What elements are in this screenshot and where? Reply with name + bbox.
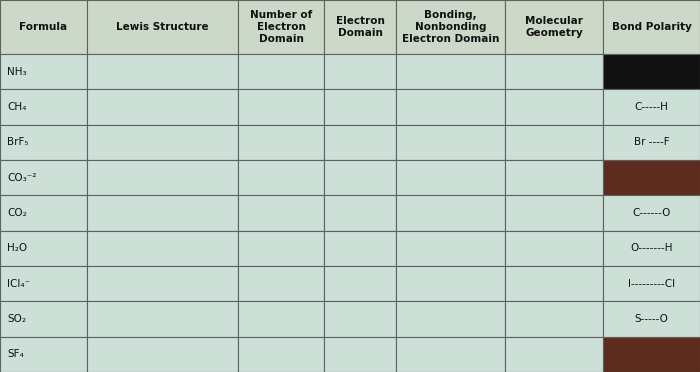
Text: SF₄: SF₄ — [7, 349, 24, 359]
Bar — [396, 337, 505, 372]
Bar — [87, 0, 237, 54]
Bar — [0, 231, 87, 266]
Bar — [324, 337, 396, 372]
Text: C------O: C------O — [633, 208, 671, 218]
Text: CH₄: CH₄ — [7, 102, 27, 112]
Bar — [603, 0, 700, 54]
Bar — [237, 0, 324, 54]
Bar — [0, 160, 87, 195]
Bar — [0, 54, 87, 89]
Bar — [505, 54, 603, 89]
Bar — [237, 337, 324, 372]
Text: S-----O: S-----O — [635, 314, 668, 324]
Bar — [237, 160, 324, 195]
Bar — [603, 231, 700, 266]
Text: CO₂: CO₂ — [7, 208, 27, 218]
Bar — [237, 195, 324, 231]
Bar — [87, 160, 237, 195]
Bar — [324, 301, 396, 337]
Bar — [0, 337, 87, 372]
Bar — [237, 89, 324, 125]
Bar — [603, 337, 700, 372]
Bar — [603, 301, 700, 337]
Text: NH₃: NH₃ — [7, 67, 27, 77]
Text: Bonding,
Nonbonding
Electron Domain: Bonding, Nonbonding Electron Domain — [402, 10, 499, 44]
Text: BrF₅: BrF₅ — [7, 137, 29, 147]
Bar — [505, 0, 603, 54]
Bar — [396, 266, 505, 301]
Bar — [603, 160, 700, 195]
Bar — [396, 195, 505, 231]
Bar — [237, 125, 324, 160]
Text: Br ----F: Br ----F — [634, 137, 669, 147]
Text: Bond Polarity: Bond Polarity — [612, 22, 692, 32]
Bar — [0, 266, 87, 301]
Bar — [87, 125, 237, 160]
Bar — [0, 125, 87, 160]
Bar — [324, 231, 396, 266]
Bar — [324, 89, 396, 125]
Bar — [324, 54, 396, 89]
Text: C-----H: C-----H — [635, 102, 668, 112]
Bar — [396, 89, 505, 125]
Bar — [237, 266, 324, 301]
Bar — [505, 231, 603, 266]
Bar — [0, 89, 87, 125]
Text: SO₂: SO₂ — [7, 314, 26, 324]
Bar — [603, 54, 700, 89]
Bar — [603, 125, 700, 160]
Bar — [505, 195, 603, 231]
Text: Number of
Electron
Domain: Number of Electron Domain — [250, 10, 312, 44]
Bar — [505, 89, 603, 125]
Bar — [237, 54, 324, 89]
Text: Lewis Structure: Lewis Structure — [116, 22, 209, 32]
Bar — [505, 125, 603, 160]
Bar — [324, 160, 396, 195]
Bar — [603, 89, 700, 125]
Text: O-------H: O-------H — [631, 243, 673, 253]
Text: I---------Cl: I---------Cl — [628, 279, 676, 289]
Bar — [505, 160, 603, 195]
Bar — [87, 54, 237, 89]
Bar — [0, 301, 87, 337]
Bar — [505, 266, 603, 301]
Text: CO₃⁻²: CO₃⁻² — [7, 173, 36, 183]
Bar — [0, 195, 87, 231]
Bar — [324, 125, 396, 160]
Bar — [324, 266, 396, 301]
Text: Formula: Formula — [20, 22, 67, 32]
Bar — [603, 266, 700, 301]
Bar — [237, 301, 324, 337]
Bar — [603, 195, 700, 231]
Bar — [0, 0, 87, 54]
Bar — [505, 337, 603, 372]
Bar — [87, 301, 237, 337]
Bar — [324, 0, 396, 54]
Bar — [505, 301, 603, 337]
Bar — [396, 160, 505, 195]
Bar — [237, 231, 324, 266]
Text: Molecular
Geometry: Molecular Geometry — [526, 16, 583, 38]
Bar — [324, 195, 396, 231]
Bar — [396, 0, 505, 54]
Bar — [87, 231, 237, 266]
Text: ICl₄⁻: ICl₄⁻ — [7, 279, 30, 289]
Bar — [396, 301, 505, 337]
Bar — [87, 266, 237, 301]
Bar — [396, 125, 505, 160]
Bar — [396, 54, 505, 89]
Text: H₂O: H₂O — [7, 243, 27, 253]
Bar — [396, 231, 505, 266]
Bar — [87, 337, 237, 372]
Bar — [87, 195, 237, 231]
Bar — [87, 89, 237, 125]
Text: Electron
Domain: Electron Domain — [336, 16, 384, 38]
